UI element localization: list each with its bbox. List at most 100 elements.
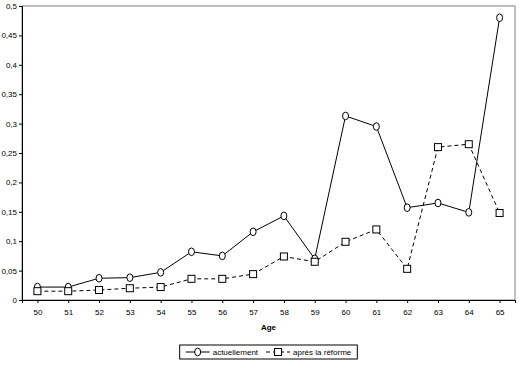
y-tick-label: 0,35 — [1, 90, 17, 99]
x-tick: 58 — [280, 300, 289, 317]
x-tick: 65 — [496, 300, 505, 317]
y-tick: 0,3 — [6, 120, 22, 129]
x-tick-mark — [191, 300, 192, 303]
series-point — [434, 144, 441, 151]
x-tick-mark — [253, 300, 254, 303]
x-tick-mark — [68, 300, 69, 303]
x-tick-mark — [284, 300, 285, 303]
y-tick-mark — [19, 271, 22, 272]
y-tick-mark — [19, 6, 22, 7]
series-point — [219, 275, 226, 282]
x-tick-label: 60 — [342, 308, 351, 317]
x-tick-mark — [222, 300, 223, 303]
series-point — [281, 212, 287, 220]
legend-item: après la réforme — [266, 348, 352, 357]
x-tick-mark — [346, 300, 347, 303]
x-tick: 63 — [434, 300, 443, 317]
y-tick: 0,25 — [1, 149, 22, 158]
series-point — [373, 123, 379, 131]
x-tick: 53 — [126, 300, 135, 317]
series-point — [496, 209, 503, 216]
y-tick-mark — [19, 212, 22, 213]
x-tick-mark — [99, 300, 100, 303]
legend-box — [180, 345, 358, 359]
x-tick-label: 63 — [434, 308, 443, 317]
series-point — [127, 274, 133, 282]
x-tick: 52 — [95, 300, 104, 317]
y-tick: 0,2 — [6, 178, 22, 187]
x-axis: 50515253545556575859606162636465 — [23, 300, 516, 317]
y-tick-label: 0,5 — [6, 2, 18, 11]
x-tick-label: 56 — [218, 308, 227, 317]
y-tick-mark — [19, 124, 22, 125]
x-tick: 60 — [342, 300, 351, 317]
series-point — [65, 288, 72, 295]
x-tick-label: 58 — [280, 308, 289, 317]
y-tick-mark — [19, 35, 22, 36]
x-tick: 64 — [465, 300, 474, 317]
legend-label: actuellement — [213, 348, 259, 357]
y-tick-mark — [19, 153, 22, 154]
x-tick-label: 53 — [126, 308, 135, 317]
plot-frame — [22, 6, 515, 300]
y-tick-label: 0,4 — [6, 61, 18, 70]
y-tick: 0,45 — [1, 31, 22, 40]
x-tick: 50 — [33, 300, 42, 317]
series-point — [158, 269, 164, 277]
series-point — [188, 248, 194, 256]
x-tick: 57 — [249, 300, 258, 317]
y-tick-label: 0,1 — [6, 237, 18, 246]
x-tick-mark — [315, 300, 316, 303]
x-tick: 51 — [64, 300, 73, 317]
x-axis-title: Age — [261, 323, 277, 332]
series-point — [435, 199, 441, 207]
x-tick: 61 — [372, 300, 381, 317]
series-point — [280, 253, 287, 260]
x-tick-label: 65 — [496, 308, 505, 317]
y-tick: 0,5 — [6, 2, 22, 11]
x-tick-label: 64 — [465, 308, 474, 317]
legend-item: actuellement — [186, 348, 259, 357]
series-point — [311, 258, 318, 265]
x-tick: 59 — [311, 300, 320, 317]
series-point — [466, 209, 472, 217]
y-tick-label: 0,05 — [1, 267, 17, 276]
y-tick-mark — [19, 182, 22, 183]
series-point — [250, 228, 256, 236]
x-tick-label: 50 — [33, 308, 42, 317]
x-tick-mark — [37, 300, 38, 303]
x-tick-label: 59 — [311, 308, 320, 317]
y-axis: 00,050,10,150,20,250,30,350,40,450,5 — [1, 2, 22, 305]
x-tick-label: 51 — [64, 308, 73, 317]
y-tick-label: 0,2 — [6, 178, 18, 187]
series-point — [157, 284, 164, 291]
x-tick-label: 52 — [95, 308, 104, 317]
series-point — [250, 271, 257, 278]
y-tick-label: 0,45 — [1, 31, 17, 40]
legend: actuellement après la réforme — [180, 345, 358, 359]
y-tick-mark — [19, 241, 22, 242]
x-tick-label: 57 — [249, 308, 258, 317]
series-point — [343, 112, 349, 120]
x-axis-line — [23, 301, 516, 304]
x-tick-label: 54 — [157, 308, 166, 317]
marks — [34, 14, 503, 295]
series-line — [37, 144, 499, 291]
x-tick-mark — [500, 300, 501, 303]
series-point — [96, 274, 102, 282]
series-point — [96, 287, 103, 294]
y-tick-label: 0 — [13, 296, 18, 305]
x-tick-mark — [130, 300, 131, 303]
series-point — [497, 14, 503, 22]
x-tick: 56 — [218, 300, 227, 317]
y-tick: 0,1 — [6, 237, 22, 246]
legend-marker — [195, 348, 201, 356]
y-tick-label: 0,3 — [6, 120, 18, 129]
x-tick-mark — [438, 300, 439, 303]
series-point — [34, 288, 41, 295]
x-tick-label: 61 — [372, 308, 381, 317]
x-tick: 55 — [188, 300, 197, 317]
y-tick: 0,35 — [1, 90, 22, 99]
x-tick-mark — [407, 300, 408, 303]
x-tick-mark — [161, 300, 162, 303]
